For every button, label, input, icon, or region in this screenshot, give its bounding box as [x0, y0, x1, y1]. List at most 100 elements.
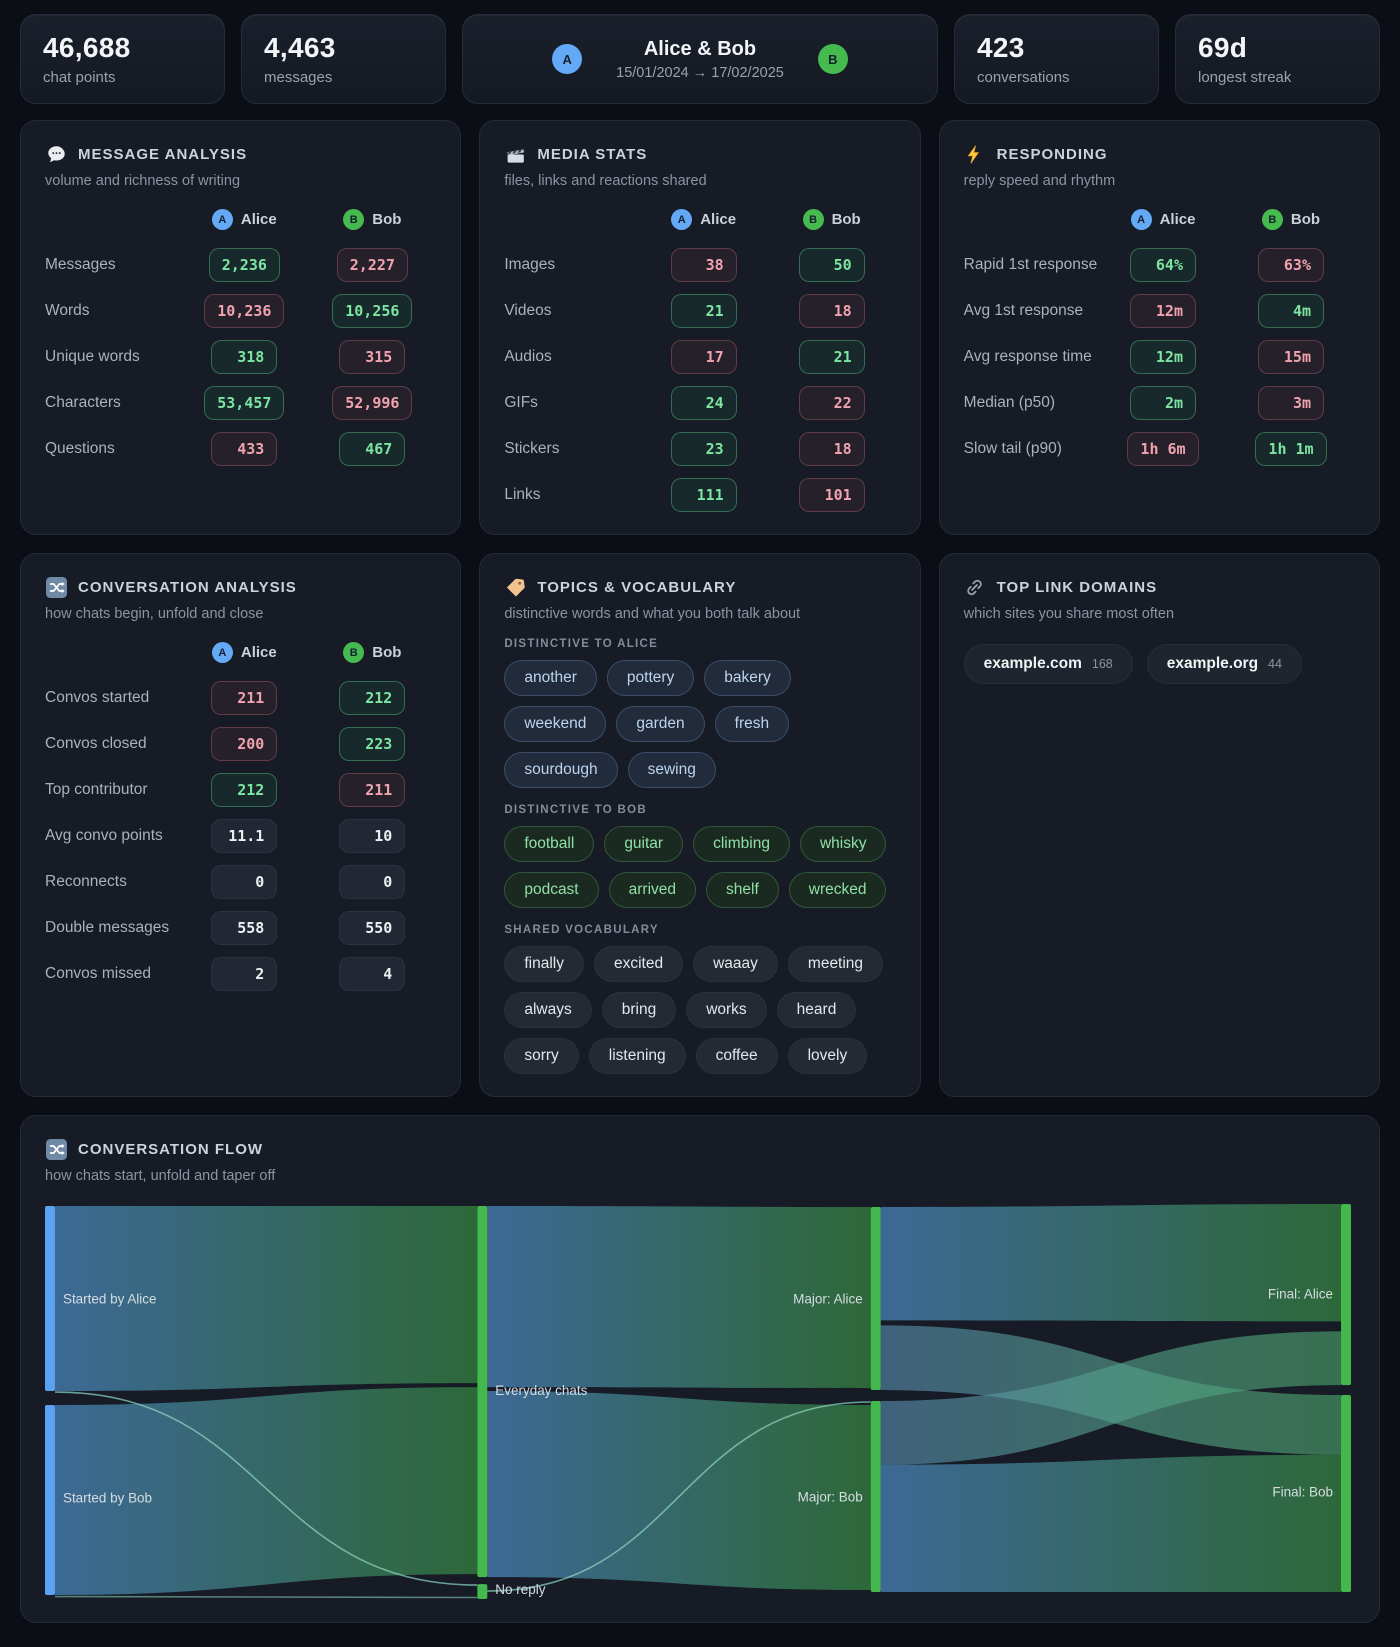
alice-value-pill: 2 [211, 957, 278, 991]
domain-chip: example.com 168 [963, 644, 1133, 684]
shared-words: finally excited waaay meeting always bring wor… [504, 946, 895, 1074]
column-header-alice: A Alice [180, 209, 308, 230]
stat-row-label: Stickers [504, 440, 560, 457]
bob-value-pill: 4 [339, 957, 406, 991]
word-pill: whisky [799, 826, 887, 862]
stat-row: Words 10,236 10,256 [45, 294, 436, 328]
panel-row-1: MESSAGE ANALYSIS volume and richness of … [20, 120, 1380, 535]
bob-value-pill: 50 [798, 248, 865, 282]
column-header-alice: A Alice [1099, 209, 1227, 230]
word-pill: fresh [714, 706, 790, 742]
table-body: Images 38 50 Videos 21 18 Audios [504, 248, 895, 512]
word-pill: wrecked [788, 872, 887, 908]
panel-subtitle: distinctive words and what you both talk… [504, 606, 801, 622]
comparison-table: A Alice B Bob Images 38 50 [504, 209, 895, 512]
word-pill: sewing [627, 752, 716, 788]
stat-row-label: Characters [45, 394, 121, 411]
panel-header: MESSAGE ANALYSIS [45, 143, 436, 165]
stat-card-conversations: 423 conversations [954, 14, 1159, 104]
domain-chip: example.org 44 [1146, 644, 1302, 684]
alice-name: Alice [240, 644, 277, 661]
flow-everyday-to-major-alice [487, 1205, 871, 1389]
panel-title: TOPICS & VOCABULARY [537, 578, 737, 596]
section-label-shared: SHARED VOCABULARY [504, 924, 659, 936]
couple-date-range: 15/01/2024 → 17/02/2025 [616, 64, 784, 81]
word-pill: heard [776, 992, 857, 1028]
bob-avatar: B [343, 642, 365, 663]
alice-value-pill: 10,236 [204, 294, 285, 328]
label-no-reply: No reply [495, 1582, 545, 1597]
stat-label: chat points [43, 69, 116, 86]
stat-row: Reconnects 0 0 [45, 865, 436, 899]
panel-subtitle: reply speed and rhythm [963, 173, 1116, 189]
bob-name: Bob [372, 644, 402, 661]
bob-avatar: B [802, 209, 824, 230]
column-header-bob: B Bob [768, 209, 896, 230]
table-header: A Alice B Bob [45, 642, 436, 669]
bob-avatar: B [1261, 209, 1283, 230]
alice-value-pill: 21 [670, 294, 737, 328]
stat-row-label: Median (p50) [963, 394, 1055, 411]
alice-value-pill: 200 [211, 727, 278, 761]
word-pill: shelf [706, 872, 779, 908]
bob-value-pill: 18 [798, 294, 865, 328]
panel-title: CONVERSATION FLOW [78, 1140, 264, 1158]
stat-row-label: Messages [45, 256, 116, 273]
stat-row: Avg convo points 11.1 10 [45, 819, 436, 853]
panel-header: TOP LINK DOMAINS [964, 576, 1355, 598]
stat-value: 46,688 [43, 32, 131, 63]
alice-words: another pottery bakery weekend garden fresh so… [504, 660, 895, 788]
alice-value-pill: 318 [211, 340, 278, 374]
responding-panel: RESPONDING reply speed and rhythm A Alic… [938, 120, 1380, 535]
bob-value-pill: 18 [798, 432, 865, 466]
label-started-by-alice: Started by Alice [63, 1292, 157, 1307]
stat-row: Top contributor 212 211 [45, 773, 436, 807]
bob-value-pill: 550 [339, 911, 406, 945]
alice-avatar: A [1130, 209, 1152, 230]
bob-value-pill: 63% [1258, 248, 1324, 282]
lightning-icon [964, 143, 986, 165]
alice-avatar: A [211, 642, 233, 663]
alice-value-pill: 111 [670, 478, 737, 512]
bob-value-pill: 212 [339, 681, 406, 715]
bob-value-pill: 15m [1258, 340, 1324, 374]
stat-row-label: Reconnects [45, 873, 127, 890]
sankey-chart: Started by Alice Started by Bob Everyday… [45, 1202, 1355, 1600]
bob-name: Bob [372, 211, 402, 228]
stat-row: Convos started 211 212 [45, 681, 436, 715]
panel-header: CONVERSATION FLOW [45, 1138, 1355, 1160]
alice-value-pill: 23 [670, 432, 737, 466]
stat-label: conversations [977, 69, 1070, 86]
flow-major-bob-to-final-alice [880, 1331, 1342, 1465]
stat-row: Videos 21 18 [504, 294, 895, 328]
word-pill: sorry [504, 1038, 579, 1074]
bob-value-pill: 2,227 [336, 248, 408, 282]
flow-major-bob-to-final-bob [880, 1454, 1342, 1593]
stat-row-label: Words [45, 302, 90, 319]
label-major-alice: Major: Alice [793, 1292, 863, 1307]
stat-row-label: GIFs [504, 394, 538, 411]
stat-row: Double messages 558 550 [45, 911, 436, 945]
flow-started-bob-to-no-reply [54, 1595, 478, 1599]
conversation-flow-panel: CONVERSATION FLOW how chats start, unfol… [20, 1115, 1380, 1623]
bob-avatar: B [817, 44, 848, 74]
shuffle-icon [45, 576, 67, 598]
bob-value-pill: 22 [798, 386, 865, 420]
word-pill: pottery [606, 660, 695, 696]
stat-row-label: Avg convo points [45, 827, 163, 844]
label-final-bob: Final: Bob [1272, 1485, 1333, 1500]
alice-value-pill: 12m [1130, 294, 1196, 328]
couple-info: Alice & Bob 15/01/2024 → 17/02/2025 [616, 38, 784, 81]
word-pill: football [504, 826, 595, 862]
panel-row-2: CONVERSATION ANALYSIS how chats begin, u… [20, 553, 1380, 1097]
message-analysis-panel: MESSAGE ANALYSIS volume and richness of … [20, 120, 462, 535]
stat-row-label: Avg response time [963, 348, 1092, 365]
shuffle-icon [45, 1138, 67, 1160]
stat-row: Unique words 318 315 [45, 340, 436, 374]
panel-header: RESPONDING [964, 143, 1355, 165]
alice-value-pill: 38 [670, 248, 737, 282]
bob-value-pill: 52,996 [332, 386, 413, 420]
stat-value: 69d [1198, 32, 1248, 63]
stat-row: Convos closed 200 223 [45, 727, 436, 761]
column-header-bob: B Bob [308, 642, 436, 663]
